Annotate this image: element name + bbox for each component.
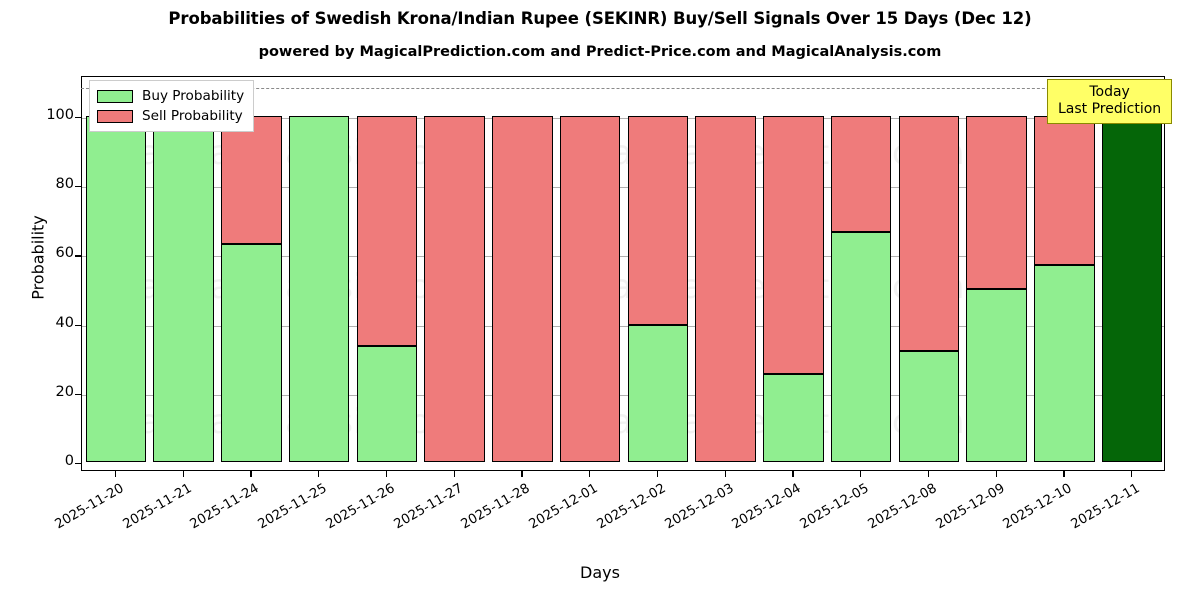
bar-group[interactable] (288, 116, 350, 462)
today-annotation-line2: Last Prediction (1058, 100, 1162, 117)
gridline (82, 325, 1164, 327)
bar-group[interactable] (627, 116, 689, 462)
x-tick-mark (927, 471, 930, 477)
x-tick-mark (995, 471, 997, 477)
bar-segment-buy[interactable] (85, 116, 147, 462)
chart-title: Probabilities of Swedish Krona/Indian Ru… (168, 9, 1032, 28)
y-tick-label: 0 (64, 453, 74, 469)
x-tick-mark (453, 471, 455, 477)
bar-segment-buy[interactable] (898, 351, 960, 462)
gridline (82, 256, 1164, 258)
x-tick-mark (1131, 471, 1133, 477)
x-tick-mark (724, 471, 726, 477)
bar-segment-sell[interactable] (559, 116, 621, 462)
bar-group[interactable] (763, 116, 824, 462)
legend-swatch-sell (97, 109, 133, 123)
bar-segment-buy[interactable] (763, 373, 824, 462)
y-tick-label: 60 (55, 245, 74, 262)
gridline (82, 187, 1164, 189)
bar-group[interactable] (424, 116, 485, 462)
y-tick-label: 20 (55, 383, 74, 400)
y-tick-label: 100 (46, 107, 74, 123)
x-tick-mark (1063, 471, 1065, 477)
bar-group[interactable] (1101, 116, 1163, 462)
chart-legend: Buy Probability Sell Probability (89, 80, 255, 132)
y-tick-mark (75, 463, 81, 465)
bar-segment-buy[interactable] (1034, 264, 1095, 462)
y-tick-label: 80 (55, 176, 74, 193)
gridline (82, 394, 1164, 396)
bar-group[interactable] (85, 116, 147, 462)
y-tick-mark (75, 186, 81, 188)
legend-label-sell: Sell Probability (142, 108, 243, 124)
y-tick-mark (75, 393, 81, 396)
bar-segment-sell[interactable] (356, 116, 418, 347)
bar-group[interactable] (356, 116, 418, 462)
bar-segment-sell[interactable] (424, 116, 485, 462)
x-tick-mark (792, 471, 794, 477)
bar-segment-sell[interactable] (830, 116, 892, 232)
bar-segment-buy[interactable] (627, 325, 689, 462)
legend-item-buy: Buy Probability (97, 86, 244, 106)
x-axis-label: Days (580, 563, 620, 582)
x-tick-mark (250, 471, 252, 477)
bar-segment-sell[interactable] (695, 116, 756, 462)
bar-segment-today[interactable] (1101, 116, 1163, 462)
bar-segment-buy[interactable] (153, 116, 214, 462)
bar-segment-sell[interactable] (966, 116, 1027, 289)
x-tick-mark (385, 471, 388, 477)
x-tick-mark (114, 471, 117, 477)
x-tick-mark (318, 471, 320, 477)
bar-group[interactable] (492, 116, 553, 462)
bar-group[interactable] (559, 116, 621, 462)
x-tick-mark (182, 471, 184, 477)
bar-segment-buy[interactable] (288, 116, 350, 462)
bar-segment-buy[interactable] (830, 231, 892, 462)
bar-segment-sell[interactable] (221, 116, 282, 245)
legend-label-buy: Buy Probability (142, 88, 245, 104)
y-tick-mark (75, 255, 81, 257)
x-tick-mark (521, 471, 523, 477)
bar-group[interactable] (830, 116, 892, 462)
x-tick-mark (656, 471, 659, 477)
y-tick-label: 40 (55, 314, 74, 331)
bar-segment-buy[interactable] (356, 346, 418, 462)
bar-group[interactable] (1034, 116, 1095, 462)
y-axis-label: Probability (28, 215, 48, 300)
legend-item-sell: Sell Probability (97, 106, 244, 126)
reference-dashed-line (81, 88, 1165, 89)
bar-segment-sell[interactable] (763, 116, 824, 374)
y-tick-mark (75, 117, 81, 119)
bar-group[interactable] (966, 116, 1027, 462)
bar-segment-sell[interactable] (627, 116, 689, 326)
chart-subtitle: powered by MagicalPrediction.com and Pre… (258, 44, 942, 60)
plot-area: MagicalAnalysis.comMagicalPrediction.com… (81, 76, 1165, 471)
legend-swatch-buy (97, 89, 133, 103)
bar-group[interactable] (695, 116, 756, 462)
gridline (82, 118, 1164, 119)
bar-segment-sell[interactable] (492, 116, 553, 462)
y-tick-mark (75, 324, 81, 326)
bar-series-container (82, 77, 1164, 470)
bar-segment-buy[interactable] (966, 289, 1027, 462)
bar-segment-sell[interactable] (1034, 116, 1095, 265)
bar-group[interactable] (898, 116, 960, 462)
x-tick-mark (589, 471, 591, 477)
bar-segment-buy[interactable] (221, 244, 282, 462)
today-annotation: Today Last Prediction (1047, 79, 1173, 124)
bar-group[interactable] (153, 116, 214, 462)
bar-segment-sell[interactable] (898, 116, 960, 352)
today-annotation-line1: Today (1089, 84, 1130, 100)
bar-group[interactable] (221, 116, 282, 462)
x-tick-mark (860, 471, 862, 477)
